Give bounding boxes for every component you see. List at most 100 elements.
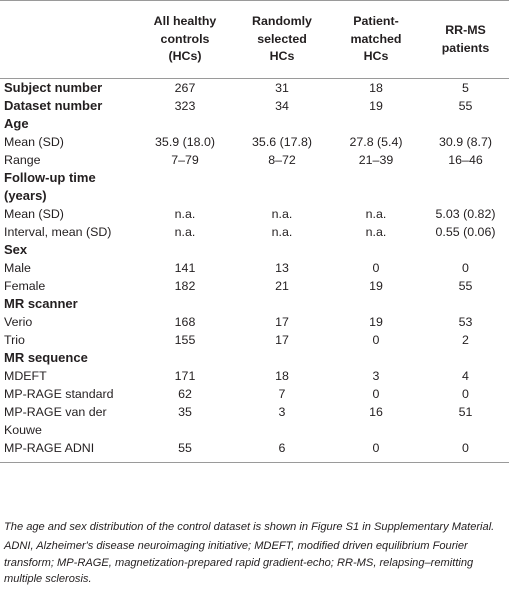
text-line: MP-RAGE van der	[4, 405, 107, 419]
table-cell: 34	[275, 99, 289, 113]
table-cell: 21–39	[358, 153, 394, 167]
table-cell: 0	[462, 387, 469, 401]
table-row: Subject number 267 31 18 5	[0, 79, 509, 98]
text-line: matched	[350, 31, 402, 46]
table-row: Male 141 13 0 0	[0, 259, 509, 277]
table-cell: 55	[178, 441, 192, 455]
table-cell: 13	[275, 261, 289, 275]
column-header: RR-MS patients	[422, 1, 509, 79]
table-cell: 0.55 (0.06)	[435, 225, 496, 239]
section-label: Age	[4, 116, 29, 131]
row-label: Trio	[4, 333, 25, 347]
table-cell: 0	[462, 261, 469, 275]
table-cell: 5	[462, 81, 469, 95]
text-line: HCs	[269, 49, 295, 64]
row-label: Female	[4, 279, 46, 293]
row-label: Mean (SD)	[4, 207, 64, 221]
table-footnotes: The age and sex distribution of the cont…	[4, 519, 507, 590]
table-cell: n.a.	[271, 207, 293, 221]
table-cell: 62	[178, 387, 192, 401]
table-cell: n.a.	[174, 207, 196, 221]
table-cell: 5.03 (0.82)	[435, 207, 496, 221]
section-label: MR sequence	[4, 350, 88, 365]
table-cell: 4	[462, 369, 469, 383]
section-row: MR scanner	[0, 295, 509, 313]
table-cell: 0	[372, 261, 380, 275]
table-cell: 6	[278, 441, 286, 455]
table-cell: 53	[458, 315, 473, 329]
text-line: Follow-up time	[4, 170, 96, 185]
text-line: selected	[257, 31, 307, 46]
header-row: All healthy controls (HCs) Randomly selected…	[0, 0, 509, 79]
row-label: Male	[4, 261, 31, 275]
table-cell: 35.9 (18.0)	[155, 135, 215, 149]
table-cell: 0	[372, 441, 380, 455]
table-cell: n.a.	[174, 225, 196, 239]
table-cell: 0	[372, 387, 380, 401]
table-cell: 17	[275, 333, 289, 347]
table-cell: 35	[178, 405, 192, 419]
text-line: RR-MS	[445, 23, 486, 37]
table-header: All healthy controls (HCs) Randomly selected…	[0, 0, 509, 79]
table-cell: 31	[275, 81, 289, 95]
row-label: Range	[4, 153, 41, 167]
table-cell: 17	[275, 315, 289, 329]
table-cell: 2	[462, 333, 469, 347]
table-cell: 18	[369, 81, 383, 95]
table-cell: n.a.	[271, 225, 293, 239]
table-cell: 19	[369, 99, 383, 113]
table-cell: 27.8 (5.4)	[349, 135, 403, 149]
table-row: MP-RAGE standard 62 7 0 0	[0, 385, 509, 403]
table-cell: 323	[174, 99, 196, 113]
table-cell: 168	[174, 315, 196, 329]
text-line: Randomly	[252, 14, 312, 29]
text-line: Kouwe	[4, 423, 42, 437]
table-cell: 16	[369, 405, 383, 419]
table-cell: 267	[174, 81, 196, 95]
table-row: Trio 155 17 0 2	[0, 331, 509, 349]
table-cell: n.a.	[365, 225, 387, 239]
row-label: Verio	[4, 315, 33, 329]
footnote-abbreviations: ADNI, Alzheimer's disease neuroimaging i…	[4, 539, 474, 586]
table-cell: 155	[174, 333, 196, 347]
section-label: MR scanner	[4, 296, 78, 311]
row-label: MDEFT	[4, 369, 47, 383]
table-body: Subject number 267 31 18 5 Dataset number 323 3…	[0, 79, 509, 463]
column-header: Patient-matched HCs	[330, 1, 422, 79]
text-line: All healthy	[153, 14, 217, 29]
table-cell: 3	[372, 369, 380, 383]
section-row: Sex	[0, 241, 509, 259]
table-cell: 21	[275, 279, 289, 293]
row-label: MP-RAGE ADNI	[4, 441, 95, 455]
table-row: Verio 168 17 19 53	[0, 313, 509, 331]
row-label: MP-RAGE standard	[4, 387, 114, 401]
column-header: All healthy controls (HCs)	[136, 1, 234, 79]
table-cell: 171	[174, 369, 196, 383]
table-cell: 55	[458, 279, 473, 293]
table-row: MP-RAGE ADNI 55 6 0 0	[0, 439, 509, 463]
demographics-table: All healthy controls (HCs) Randomly selected…	[0, 0, 509, 463]
table-cell: 0	[462, 441, 469, 455]
table-row: Female 182 21 19 55	[0, 277, 509, 295]
row-label: Mean (SD)	[4, 135, 64, 149]
row-label: Interval, mean (SD)	[4, 225, 112, 239]
section-row: Age	[0, 115, 509, 133]
row-label: Dataset number	[4, 98, 103, 113]
table-row: Interval, mean (SD) n.a. n.a. n.a. 0.55 (0.0…	[0, 223, 509, 241]
table-row: Range 7–79 8–72 21–39 16–46	[0, 151, 509, 169]
text-line: (years)	[4, 188, 47, 203]
column-header: Randomly selected HCs	[234, 1, 330, 79]
section-label: Sex	[4, 242, 28, 257]
table-cell: 182	[174, 279, 196, 293]
table-row: Mean (SD) 35.9 (18.0) 35.6 (17.8) 27.8 (5.4…	[0, 133, 509, 151]
table-row: MP-RAGE van der Kouwe 35 3 16 51	[0, 403, 509, 439]
row-label: MP-RAGE van der Kouwe	[0, 403, 136, 439]
row-label: Subject number	[4, 80, 103, 95]
section-row: Follow-up time (years)	[0, 169, 509, 205]
table-cell: 16–46	[448, 153, 483, 167]
section-label: Follow-up time (years)	[0, 169, 509, 205]
table-cell: 30.9 (8.7)	[438, 135, 493, 149]
text-line: Patient-	[353, 14, 399, 29]
section-row: MR sequence	[0, 349, 509, 367]
